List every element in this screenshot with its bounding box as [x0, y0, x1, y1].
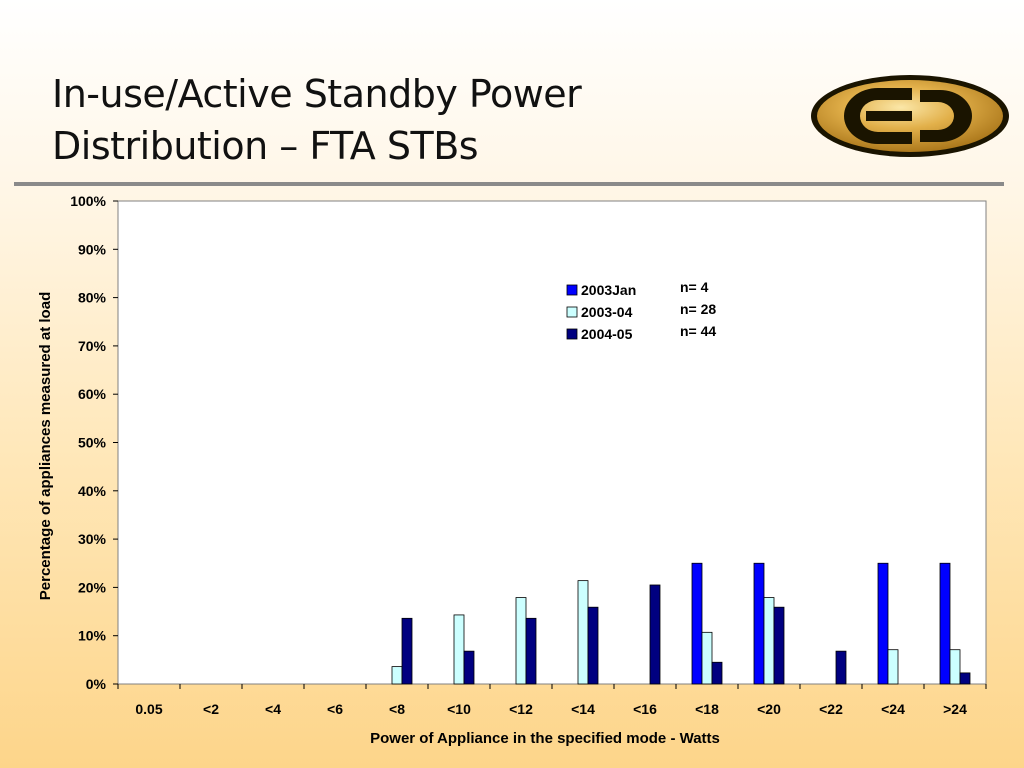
y-axis: 0% 10% 20% 30% 40% 50% 60% 70% 80% 90% 100% [70, 193, 118, 692]
x-tick-label: <12 [509, 701, 533, 717]
bar-2004-05-<22 [835, 650, 847, 685]
bar-2004-05-<16 [649, 584, 661, 685]
bar-2004-05->24 [959, 672, 971, 685]
e-circle-logo-icon [811, 75, 1009, 157]
x-tick-label: <10 [447, 701, 471, 717]
y-tick-label: 60% [78, 386, 107, 402]
bar-2004-05-<20 [773, 606, 785, 685]
bar-2003-04-<10 [453, 614, 465, 685]
x-tick-label: <14 [571, 701, 595, 717]
legend-label: 2003-04 [581, 304, 633, 320]
x-tick-label: <20 [757, 701, 781, 717]
x-tick-label: <18 [695, 701, 719, 717]
y-tick-label: 20% [78, 579, 107, 595]
x-axis: 0.05 <2 <4 <6 <8 <10 <12 <14 <16 <18 <20 <22 <24 >24 [117, 684, 987, 717]
y-axis-title: Percentage of appliances measured at loa… [37, 292, 54, 600]
y-tick-label: 30% [78, 531, 107, 547]
x-tick-label: >24 [943, 701, 967, 717]
bar-2003-04->24 [949, 649, 961, 685]
bar-2003-04-<20 [763, 597, 775, 685]
bar-2004-05-<8 [401, 617, 413, 685]
legend-swatch-2003-04 [566, 306, 578, 318]
legend: 2003Jan n= 4 2003-04 n= 28 2004-05 n= 44 [566, 279, 716, 342]
y-tick-label: 0% [86, 676, 107, 692]
sample-size-label: n= 28 [680, 301, 716, 317]
bar-2004-05-<10 [463, 650, 475, 685]
x-tick-label: <6 [327, 701, 343, 717]
y-tick-label: 90% [78, 241, 107, 257]
bar-2003-04-<12 [515, 597, 527, 685]
bar-2003Jan->24 [939, 562, 951, 685]
bar-2003Jan-<18 [691, 562, 703, 685]
y-tick-label: 100% [70, 193, 106, 209]
legend-swatch-2003Jan [566, 284, 578, 296]
bar-2003-04-<24 [887, 649, 899, 685]
bar-2003Jan-<24 [877, 562, 889, 685]
bar-2003-04-<8 [391, 666, 403, 685]
slide-title-line-1: In-use/Active Standby Power [52, 72, 582, 116]
sample-size-label: n= 44 [680, 323, 716, 339]
bar-2003Jan-<20 [753, 562, 765, 685]
y-tick-label: 70% [78, 338, 107, 354]
sample-size-label: n= 4 [680, 279, 709, 295]
x-tick-label: <8 [389, 701, 405, 717]
bar-2003-04-<14 [577, 580, 589, 685]
bar-2004-05-<18 [711, 661, 723, 685]
x-tick-label: <22 [819, 701, 843, 717]
x-tick-label: <2 [203, 701, 219, 717]
legend-label: 2003Jan [581, 282, 636, 298]
y-tick-label: 10% [78, 628, 107, 644]
legend-swatch-2004-05 [566, 328, 578, 340]
bar-2003-04-<18 [701, 631, 713, 685]
x-tick-label: 0.05 [135, 701, 162, 717]
x-axis-title: Power of Appliance in the specified mode… [370, 730, 720, 747]
bar-2004-05-<12 [525, 617, 537, 685]
title-divider [14, 182, 1004, 186]
y-tick-label: 40% [78, 483, 107, 499]
bar-series-group [391, 562, 971, 685]
slide-title-line-2: Distribution – FTA STBs [52, 124, 479, 168]
plot-area [117, 200, 987, 685]
x-tick-label: <24 [881, 701, 905, 717]
slide-title: In-use/Active Standby Power Distribution… [52, 68, 582, 172]
y-tick-label: 50% [78, 435, 107, 451]
x-tick-label: <16 [633, 701, 657, 717]
bar-2004-05-<14 [587, 606, 599, 685]
legend-label: 2004-05 [581, 326, 633, 342]
x-tick-label: <4 [265, 701, 281, 717]
y-tick-label: 80% [78, 290, 107, 306]
